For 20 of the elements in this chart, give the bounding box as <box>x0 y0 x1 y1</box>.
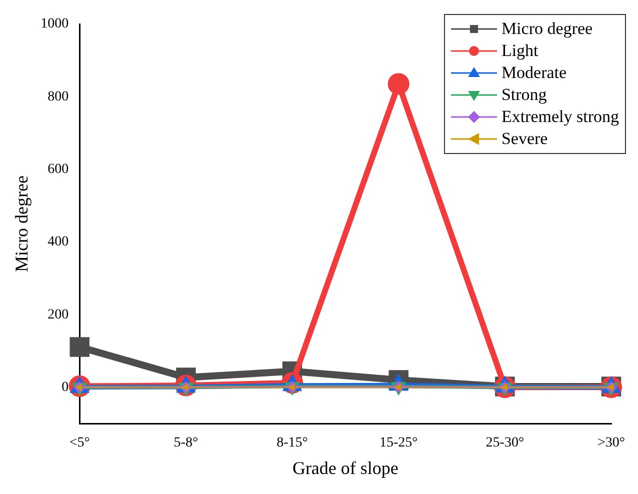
x-tick-label: >30° <box>598 436 626 451</box>
x-axis-title: Grade of slope <box>292 458 398 478</box>
x-tick-label: 25-30° <box>486 436 524 451</box>
y-axis-title: Micro degree <box>12 176 32 272</box>
y-tick-label: 800 <box>48 89 69 104</box>
legend-label: Micro degree <box>501 18 593 40</box>
y-tick-label: 1000 <box>40 16 69 32</box>
x-tick-label: <5° <box>69 436 90 451</box>
legend-label: Extremely strong <box>501 106 619 128</box>
x-tick-label: 8-15° <box>276 436 308 451</box>
legend-label: Light <box>501 40 538 62</box>
legend-label: Moderate <box>501 62 567 84</box>
y-tick-label: 600 <box>48 162 69 177</box>
y-tick-label: 200 <box>48 307 69 322</box>
x-tick-label: 15-25° <box>379 436 418 451</box>
y-tick-label: 400 <box>48 234 69 250</box>
legend-label: Strong <box>501 84 547 106</box>
legend-label: Severe <box>501 128 548 150</box>
x-tick-label: 5-8° <box>174 436 198 451</box>
y-tick-label: 0 <box>62 380 69 395</box>
